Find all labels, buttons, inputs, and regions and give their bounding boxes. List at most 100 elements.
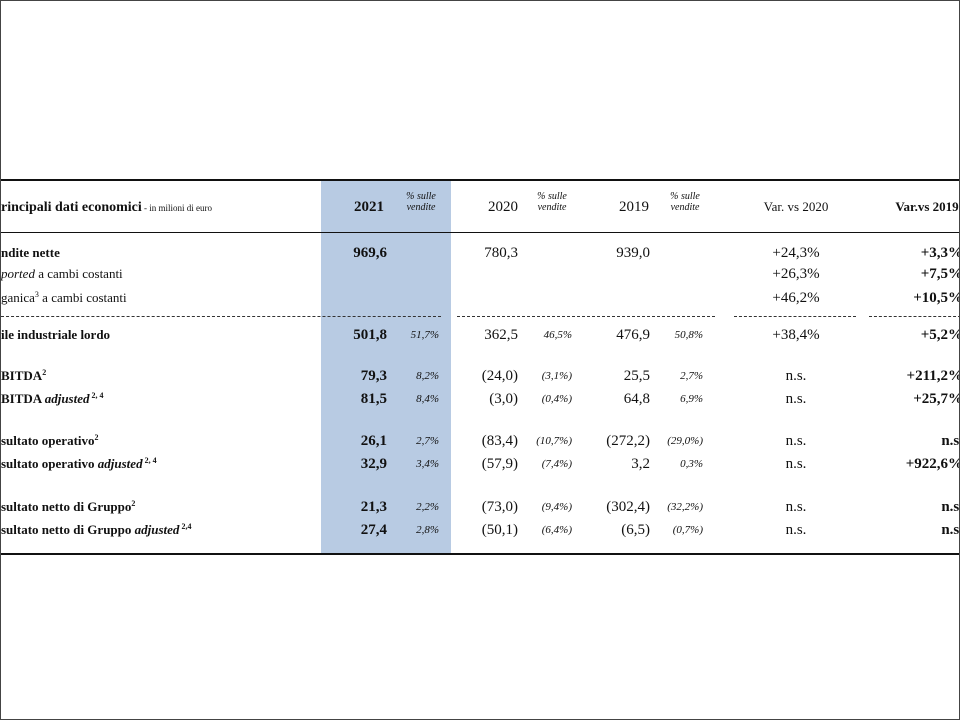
value-cell: +211,2% (906, 368, 960, 384)
footnote-ref: 2 (42, 368, 47, 377)
label-part: sultato operativo (1, 456, 98, 471)
value-cell: 26,1 (360, 433, 387, 449)
percent-cell: 46,5% (543, 329, 572, 341)
value-cell: +3,3% (920, 245, 960, 261)
value-cell: +25,7% (913, 391, 960, 407)
value-cell: +26,3% (772, 266, 820, 282)
percent-cell: (29,0%) (667, 435, 703, 447)
value-cell: 476,9 (616, 327, 650, 343)
rule-bottom (1, 553, 959, 555)
value-cell: 939,0 (616, 245, 650, 261)
footnote-ref: 2, 4 (89, 391, 104, 400)
percent-cell: (9,4%) (541, 501, 572, 513)
row-label: sultato netto di Gruppo adjusted 2,4 (1, 521, 191, 539)
value-cell: 969,6 (353, 245, 387, 261)
value-cell: +38,4% (772, 327, 820, 343)
column-header: Var. vs 2020 (763, 199, 829, 214)
label-part: adjusted (97, 456, 143, 471)
value-cell: 362,5 (484, 327, 518, 343)
highlight-column (321, 179, 451, 554)
value-cell: (3,0) (489, 391, 518, 407)
percent-cell: 8,2% (416, 370, 439, 382)
label-part: adjusted (44, 391, 90, 406)
row-label: ile industriale lordo (1, 326, 110, 344)
footnote-ref: 2, 4 (142, 456, 157, 465)
percent-cell: 3,4% (416, 458, 439, 470)
column-header: Var.vs 2019 (895, 199, 959, 214)
footnote-ref: 3 (34, 290, 39, 299)
value-cell: n.s. (785, 368, 807, 384)
value-cell: +922,6% (905, 456, 960, 472)
column-header: 2021 (354, 199, 384, 215)
row-label: ndite nette (1, 244, 60, 262)
row-label: ported a cambi costanti (1, 265, 123, 283)
value-cell: 25,5 (623, 368, 650, 384)
row-label: BITDA adjusted 2, 4 (1, 390, 104, 408)
percent-cell: 2,7% (680, 370, 703, 382)
value-cell: (24,0) (481, 368, 518, 384)
row-label: sultato operativo adjusted 2, 4 (1, 455, 157, 473)
percent-cell: 2,8% (416, 524, 439, 536)
value-cell: +46,2% (772, 290, 820, 306)
column-subheader: % sulle vendite (537, 191, 567, 213)
value-cell: n.s. (941, 433, 960, 449)
value-cell: n.s. (785, 499, 807, 515)
label-part: ported (1, 266, 35, 281)
percent-cell: 50,8% (674, 329, 703, 341)
row-label: BITDA2 (1, 367, 46, 385)
rule-separator (457, 316, 715, 317)
footnote-ref: 2 (94, 433, 99, 442)
value-cell: n.s. (785, 433, 807, 449)
percent-cell: (32,2%) (667, 501, 703, 513)
footnote-ref: 2,4 (179, 522, 192, 531)
value-cell: 32,9 (360, 456, 387, 472)
percent-cell: (3,1%) (541, 370, 572, 382)
label-part: sultato netto di Gruppo (1, 522, 135, 537)
label-part: ganica (1, 290, 35, 305)
value-cell: n.s. (785, 522, 807, 538)
value-cell: 64,8 (623, 391, 650, 407)
label-part: adjusted (134, 522, 180, 537)
label-part: a cambi costanti (34, 266, 123, 281)
value-cell: 780,3 (484, 245, 518, 261)
value-cell: (83,4) (481, 433, 518, 449)
percent-cell: 51,7% (410, 329, 439, 341)
label-part: ndite nette (1, 245, 60, 260)
value-cell: (302,4) (606, 499, 650, 515)
value-cell: (73,0) (481, 499, 518, 515)
rule-top (1, 179, 959, 181)
rule-separator (734, 316, 856, 317)
column-subheader: % sulle vendite (670, 191, 700, 213)
value-cell: +10,5% (913, 290, 960, 306)
value-cell: 21,3 (360, 499, 387, 515)
label-part: BITDA (1, 368, 43, 383)
label-part: sultato netto di Gruppo (1, 499, 132, 514)
percent-cell: (0,4%) (541, 393, 572, 405)
value-cell: 3,2 (631, 456, 650, 472)
percent-cell: (10,7%) (536, 435, 572, 447)
column-subheader: % sulle vendite (406, 191, 436, 213)
percent-cell: (7,4%) (541, 458, 572, 470)
row-label: ganica3 a cambi costanti (1, 289, 127, 307)
rule-separator (869, 316, 959, 317)
percent-cell: 0,3% (680, 458, 703, 470)
label-part: a cambi costanti (38, 290, 127, 305)
percent-cell: (0,7%) (672, 524, 703, 536)
value-cell: +7,5% (920, 266, 960, 282)
value-cell: +5,2% (920, 327, 960, 343)
label-part: ile industriale lordo (1, 327, 111, 342)
value-cell: (50,1) (481, 522, 518, 538)
value-cell: (272,2) (606, 433, 650, 449)
percent-cell: 8,4% (416, 393, 439, 405)
value-cell: 27,4 (360, 522, 387, 538)
title-main: rincipali dati economici (1, 200, 142, 215)
value-cell: (57,9) (481, 456, 518, 472)
column-header: 2020 (488, 199, 518, 215)
value-cell: (6,5) (621, 522, 650, 538)
column-header: 2019 (619, 199, 649, 215)
value-cell: n.s. (785, 456, 807, 472)
row-label: sultato netto di Gruppo2 (1, 498, 135, 516)
value-cell: n.s. (941, 522, 960, 538)
value-cell: 79,3 (360, 368, 387, 384)
